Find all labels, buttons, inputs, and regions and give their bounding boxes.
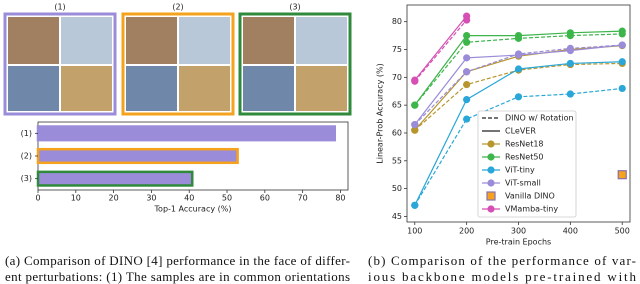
series-line xyxy=(414,19,468,82)
caption-line: ent perturbations: (1) The samples are i… xyxy=(5,269,350,284)
point xyxy=(617,170,627,180)
legend-marker xyxy=(487,166,495,174)
legend-label: DINO w/ Rotation xyxy=(505,114,574,123)
caption-line: ious backbone models pre-trained with xyxy=(368,269,637,284)
legend-marker xyxy=(487,153,495,161)
x-tick-label: 10 xyxy=(71,194,81,203)
legend-marker xyxy=(487,140,495,148)
point xyxy=(463,68,471,76)
x-tick-label: 500 xyxy=(615,227,630,236)
caption-line: (b) Comparison of the performance of var… xyxy=(368,253,636,268)
panel-label: (3) xyxy=(289,3,300,12)
panel-label: (2) xyxy=(172,3,183,12)
y-axis-label: Linear-Prob Accuracy (%) xyxy=(376,63,385,163)
point xyxy=(618,41,626,49)
x-axis-label: Top-1 Accuracy (%) xyxy=(154,205,232,214)
point xyxy=(463,95,471,104)
photo-shorts xyxy=(126,66,177,111)
y-tick-label: 55 xyxy=(392,156,402,165)
point xyxy=(463,38,471,46)
y-tick-label: 80 xyxy=(392,17,402,26)
x-tick-label: 100 xyxy=(407,227,422,236)
point xyxy=(411,101,419,109)
x-tick-label: 40 xyxy=(184,194,194,203)
x-tick-label: 30 xyxy=(146,194,156,203)
x-tick-label: 400 xyxy=(563,227,578,236)
x-tick-label: 80 xyxy=(335,194,345,203)
point xyxy=(514,51,523,59)
point xyxy=(618,58,626,66)
legend-label: Vanilla DINO xyxy=(505,192,555,201)
photo-chair xyxy=(296,66,347,111)
x-axis-label: Pre-train Epochs xyxy=(486,238,551,247)
photo-chair xyxy=(179,66,230,111)
photo-dog xyxy=(243,17,294,64)
point xyxy=(514,65,523,73)
bar xyxy=(36,125,337,142)
x-tick-label: 50 xyxy=(222,194,232,203)
y-tick-label: 60 xyxy=(392,128,402,137)
point xyxy=(463,80,471,89)
legend-box xyxy=(477,110,577,218)
photo-plane xyxy=(296,17,347,64)
photo-chair xyxy=(61,66,112,111)
y-tick-label: 75 xyxy=(392,45,402,54)
x-tick-label: 20 xyxy=(109,194,119,203)
point xyxy=(411,76,419,84)
point xyxy=(411,126,419,134)
legend-marker xyxy=(487,179,495,187)
caption-line: (a) Comparison of DINO [4] performance i… xyxy=(5,253,350,268)
y-tick-label: 45 xyxy=(392,212,402,221)
panel-frame xyxy=(121,12,235,116)
point xyxy=(566,47,574,55)
y-tick-label: 50 xyxy=(392,184,402,193)
y-tick-label: (2) xyxy=(21,152,32,161)
bar xyxy=(36,170,194,187)
panel-label: (1) xyxy=(54,3,65,12)
point xyxy=(618,84,626,93)
legend-label: CLeVER xyxy=(505,127,536,136)
legend-label: ViT-tiny xyxy=(505,166,535,175)
x-tick-label: 200 xyxy=(459,227,474,236)
point xyxy=(411,121,419,129)
panel-frame xyxy=(3,12,117,116)
y-tick-label: 65 xyxy=(392,101,402,110)
point xyxy=(463,54,471,62)
legend-marker xyxy=(486,191,496,201)
y-tick-label: 70 xyxy=(392,73,402,82)
point xyxy=(566,90,574,98)
x-tick-label: 0 xyxy=(35,194,40,203)
photo-plane xyxy=(61,17,112,64)
point xyxy=(566,59,574,68)
legend-label: ResNet50 xyxy=(505,153,544,162)
point xyxy=(514,32,523,40)
point xyxy=(463,115,471,123)
point xyxy=(411,201,419,209)
x-tick-label: 300 xyxy=(511,227,526,236)
legend-label: ViT-small xyxy=(505,179,541,188)
point xyxy=(463,32,471,40)
panel-frame xyxy=(238,12,352,116)
y-tick-label: (3) xyxy=(21,174,32,183)
point xyxy=(463,12,471,20)
bar xyxy=(36,147,239,165)
point xyxy=(618,27,626,35)
photo-shorts xyxy=(8,66,59,111)
point xyxy=(514,93,523,101)
legend-label: ResNet18 xyxy=(505,140,544,149)
legend-label: VMamba-tiny xyxy=(505,205,558,214)
x-tick-label: 60 xyxy=(260,194,270,203)
photo-dog xyxy=(126,17,177,64)
photo-dog xyxy=(8,17,59,64)
point xyxy=(566,29,574,37)
legend-marker xyxy=(487,205,495,213)
x-tick-label: 70 xyxy=(298,194,308,203)
photo-shorts xyxy=(243,66,294,111)
photo-plane xyxy=(179,17,230,64)
y-tick-label: (1) xyxy=(21,129,32,138)
image-panels: (1) (2) (3) xyxy=(3,3,352,116)
series-line xyxy=(414,15,468,81)
